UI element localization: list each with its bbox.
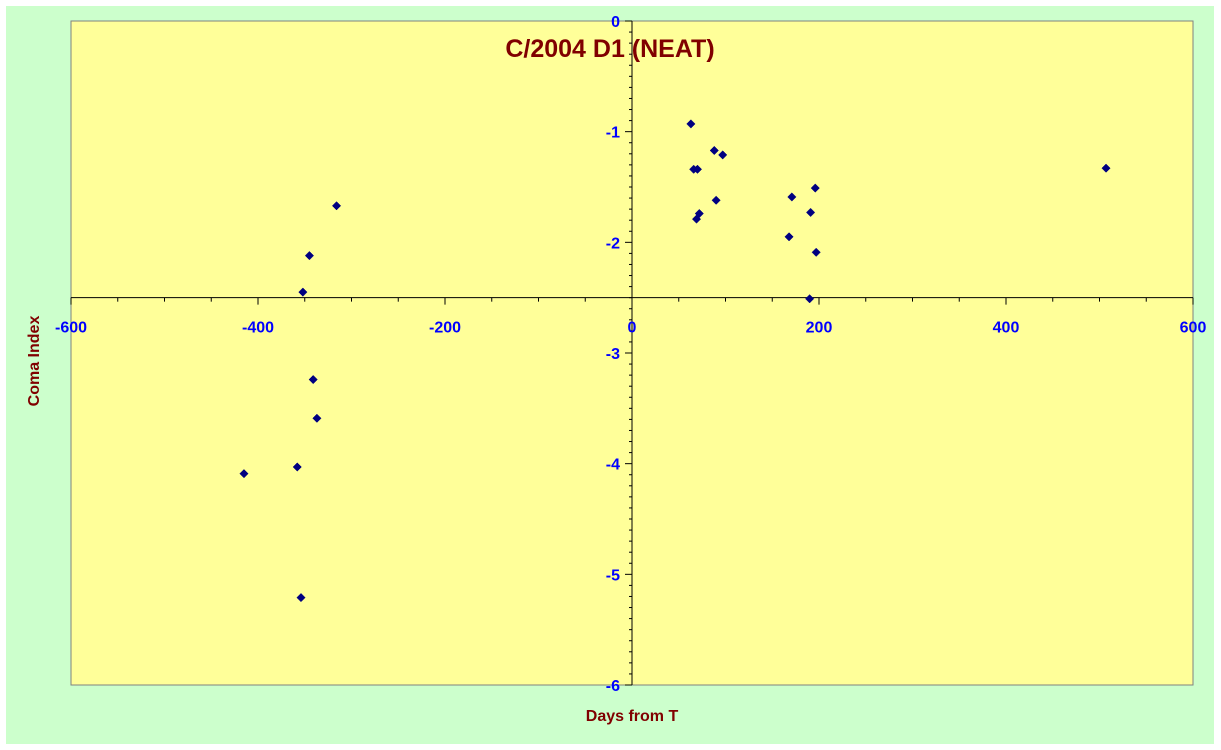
data-point <box>304 251 314 261</box>
data-point <box>298 287 308 297</box>
data-point <box>296 593 306 603</box>
x-axis-title: Days from T <box>586 708 679 725</box>
y-tick-label: -3 <box>606 346 620 363</box>
axes <box>70 20 1194 686</box>
data-point <box>787 192 797 202</box>
y-tick-label: -1 <box>606 125 620 142</box>
y-tick-label: -6 <box>606 678 620 695</box>
data-point <box>711 195 721 205</box>
x-tick-label: 600 <box>1180 320 1207 337</box>
x-tick-labels: -600 -400 -200 0 200 400 600 <box>55 320 1206 337</box>
y-tick-labels: 0 -1 -2 -3 -4 -5 -6 <box>606 14 620 695</box>
y-axis-title: Coma Index <box>26 316 43 407</box>
data-point <box>312 413 322 423</box>
chart-title: C/2004 D1 (NEAT) <box>505 35 714 63</box>
x-tick-label: -400 <box>242 320 274 337</box>
data-point <box>806 207 816 218</box>
data-point <box>331 201 342 211</box>
data-point <box>718 150 728 160</box>
y-tick-label: -2 <box>606 235 620 252</box>
x-tick-label: 400 <box>993 320 1020 337</box>
data-point <box>1101 163 1111 173</box>
y-tick-label: -5 <box>606 567 620 584</box>
data-point <box>810 183 820 193</box>
scatter-chart: -600 -400 -200 0 200 400 600 0 -1 -2 -3 -4 -5 -6 C/2… <box>26 14 1206 725</box>
data-point <box>308 375 318 385</box>
data-point <box>692 164 703 174</box>
data-point <box>292 462 302 472</box>
data-points <box>239 119 1111 603</box>
data-point <box>805 294 815 304</box>
x-tick-label: -600 <box>55 320 87 337</box>
x-tick-label: 0 <box>628 320 637 337</box>
data-point <box>784 232 794 242</box>
chart-area: -600 -400 -200 0 200 400 600 0 -1 -2 -3 -4 -5 -6 C/2… <box>6 6 1214 744</box>
x-tick-label: 200 <box>806 320 833 337</box>
data-point <box>811 247 821 257</box>
data-point <box>239 469 249 479</box>
data-point <box>694 209 704 219</box>
x-tick-label: -200 <box>429 320 461 337</box>
y-tick-label: -4 <box>606 457 620 474</box>
y-tick-label: 0 <box>611 14 620 31</box>
data-point <box>686 119 696 129</box>
data-point <box>709 145 719 156</box>
